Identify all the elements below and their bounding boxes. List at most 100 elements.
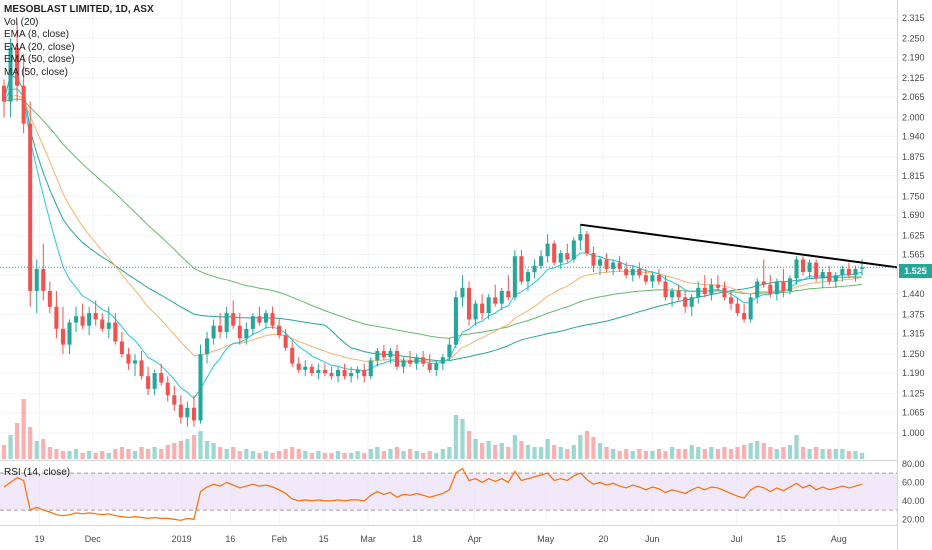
indicator-volume[interactable]: Vol (20) bbox=[4, 16, 39, 28]
volume-bar bbox=[119, 447, 125, 459]
volume-bar bbox=[519, 441, 524, 459]
candle-body bbox=[15, 47, 20, 86]
volume-bar bbox=[499, 443, 504, 459]
volume-bar bbox=[283, 449, 288, 459]
volume-bar bbox=[506, 447, 511, 459]
rsi-axis: 80.00 60.00 40.00 20.00 bbox=[902, 459, 925, 525]
time-axis[interactable]: 19 Dec 2019 16 Feb 15 Mar 18 Apr May 20 Jun Jul 15 Aug bbox=[35, 534, 847, 544]
volume-bar bbox=[663, 451, 668, 459]
candle-body bbox=[21, 85, 26, 124]
price-axis[interactable]: 2.315 2.250 2.190 2.125 2.065 2.000 1.940 1.875… bbox=[902, 13, 925, 438]
candle-body bbox=[565, 253, 570, 260]
candle-body bbox=[597, 259, 603, 266]
volume-bar bbox=[578, 435, 583, 459]
candle-body bbox=[303, 366, 308, 370]
volume-bar bbox=[473, 439, 478, 459]
candle-body bbox=[47, 290, 52, 307]
time-tick-label: Dec bbox=[85, 534, 102, 544]
candle-body bbox=[178, 404, 183, 418]
volume-bar bbox=[656, 449, 662, 459]
volume-bar bbox=[565, 449, 570, 459]
candle-body bbox=[106, 322, 111, 329]
candle-body bbox=[761, 281, 766, 285]
volume-bars bbox=[1, 399, 865, 459]
candle-body bbox=[368, 360, 373, 377]
candle-body bbox=[604, 259, 609, 269]
rsi-indicator-label[interactable]: RSI (14, close) bbox=[4, 467, 71, 478]
candle-body bbox=[670, 290, 675, 298]
volume-bar bbox=[316, 451, 321, 459]
volume-bar bbox=[558, 447, 563, 459]
candle-body bbox=[532, 265, 537, 273]
indicator-ema50[interactable]: EMA (50, close) bbox=[4, 54, 75, 65]
candle-body bbox=[787, 278, 792, 291]
ema50-line bbox=[3, 98, 863, 339]
time-tick-label: Feb bbox=[272, 534, 288, 544]
candle-body bbox=[709, 284, 714, 295]
indicator-ema8[interactable]: EMA (8, close) bbox=[4, 29, 70, 40]
candle-body bbox=[421, 357, 426, 364]
grid bbox=[0, 0, 897, 524]
candle-body bbox=[146, 376, 151, 389]
volume-bar bbox=[571, 445, 576, 459]
candle-body bbox=[342, 369, 347, 377]
volume-bar bbox=[309, 453, 314, 459]
volume-bar bbox=[617, 451, 622, 459]
candle-body bbox=[34, 268, 39, 291]
time-tick-label: 19 bbox=[35, 534, 45, 544]
volume-bar bbox=[368, 449, 373, 459]
volume-bar bbox=[696, 447, 701, 459]
candle-body bbox=[486, 297, 491, 314]
volume-bar bbox=[152, 447, 157, 459]
candle-body bbox=[683, 297, 688, 307]
volume-bar bbox=[525, 445, 531, 459]
price-tick-label: 1.625 bbox=[902, 231, 925, 241]
time-tick-label: Mar bbox=[360, 534, 376, 544]
candle-body bbox=[185, 407, 190, 418]
volume-bar bbox=[106, 453, 111, 459]
volume-bar bbox=[630, 451, 635, 459]
volume-bar bbox=[781, 447, 786, 459]
candle-body bbox=[270, 313, 275, 326]
candle-body bbox=[28, 123, 33, 291]
volume-bar bbox=[185, 439, 190, 459]
volume-bar bbox=[394, 447, 400, 459]
volume-bar bbox=[794, 435, 799, 459]
candle-body bbox=[322, 369, 327, 374]
volume-bar bbox=[172, 443, 177, 459]
candle-body bbox=[545, 243, 550, 257]
volume-bar bbox=[211, 443, 216, 459]
volume-bar bbox=[538, 447, 544, 459]
candle-body bbox=[198, 354, 203, 421]
volume-bar bbox=[748, 443, 753, 459]
price-tick-label: 1.065 bbox=[902, 408, 925, 418]
time-tick-label: 18 bbox=[412, 534, 422, 544]
price-tick-label: 1.940 bbox=[902, 131, 925, 141]
volume-bar bbox=[833, 449, 838, 459]
candle-body bbox=[840, 268, 845, 276]
trendline[interactable] bbox=[580, 223, 898, 269]
candle-body bbox=[768, 284, 773, 295]
time-tick-label: May bbox=[537, 534, 555, 544]
candle-body bbox=[539, 256, 544, 266]
candle-body bbox=[650, 275, 655, 282]
candle-body bbox=[401, 360, 406, 367]
volume-bar bbox=[296, 449, 301, 459]
volume-bar bbox=[427, 451, 432, 459]
symbol-title[interactable]: MESOBLAST LIMITED, 1D, ASX bbox=[4, 4, 154, 15]
time-tick-label: Aug bbox=[831, 534, 847, 544]
time-tick-label: Jun bbox=[645, 534, 660, 544]
price-tick-label: 1.125 bbox=[902, 389, 925, 399]
indicator-ema20[interactable]: EMA (20, close) bbox=[4, 41, 75, 53]
indicator-ma50[interactable]: MA (50, close) bbox=[4, 66, 68, 78]
candle-body bbox=[493, 297, 498, 304]
price-tick-label: 1.190 bbox=[902, 368, 925, 378]
volume-bar bbox=[145, 449, 151, 459]
candle-body bbox=[742, 313, 747, 320]
price-tick-label: 2.065 bbox=[902, 92, 925, 102]
candle-body bbox=[381, 350, 386, 358]
volume-bar bbox=[715, 449, 721, 459]
price-tick-label: 1.750 bbox=[902, 191, 925, 201]
